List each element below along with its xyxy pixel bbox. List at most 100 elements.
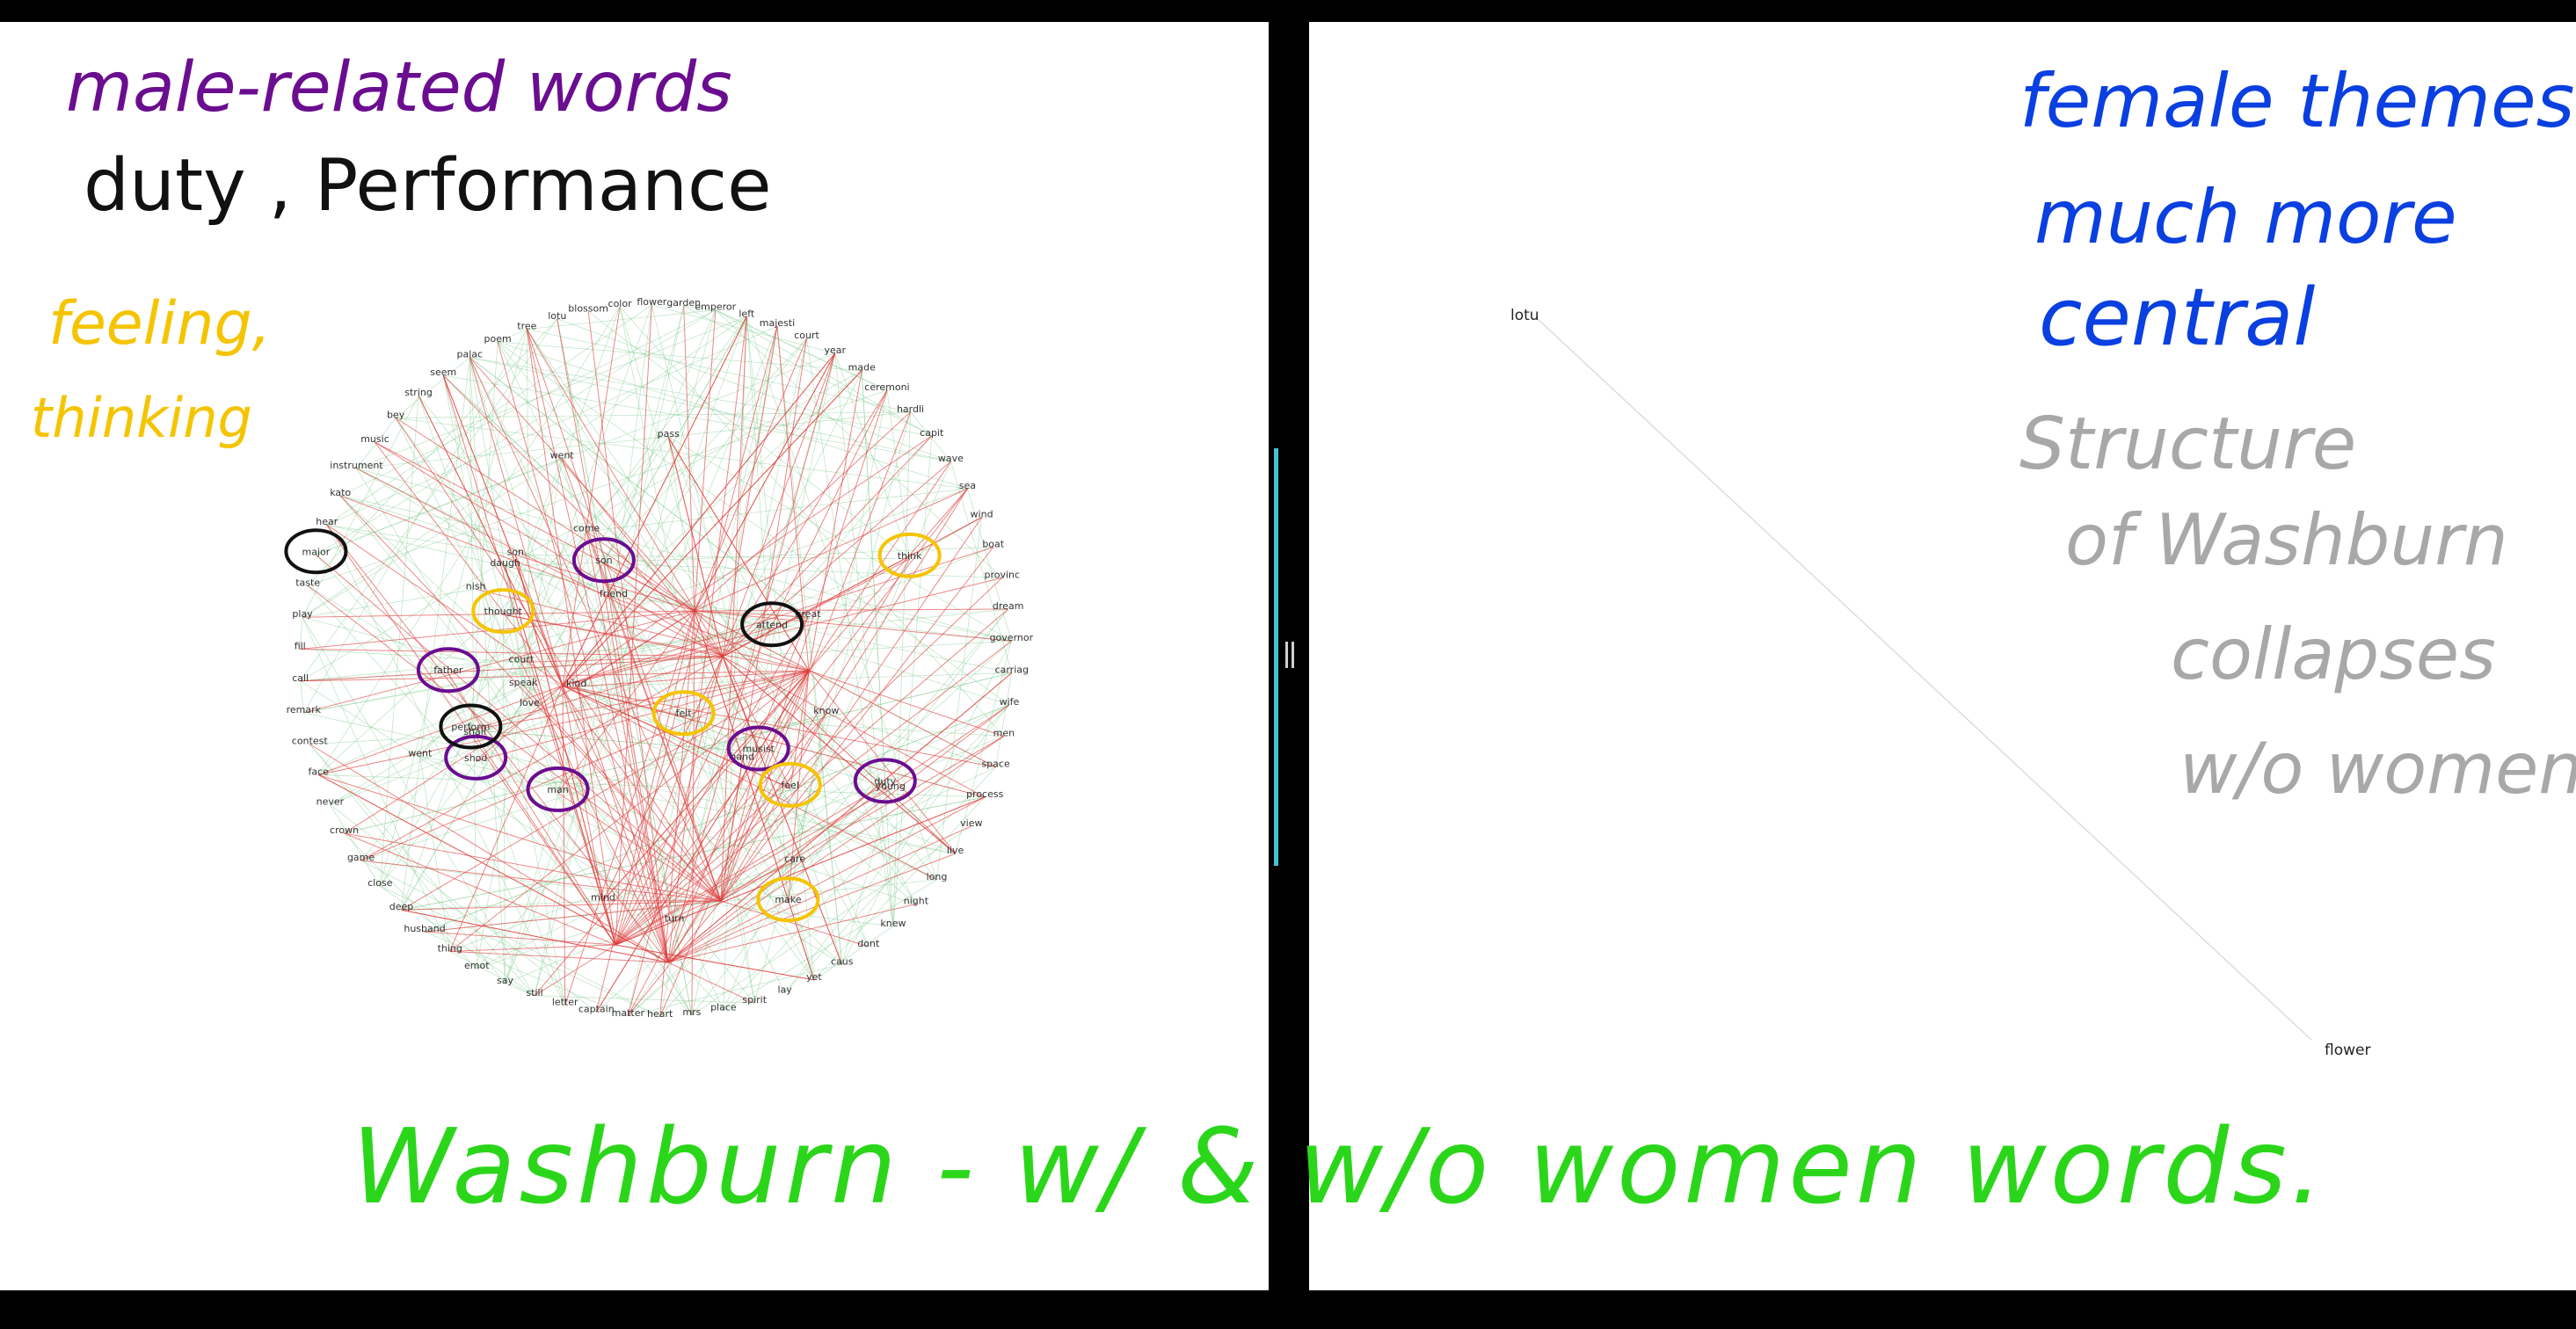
edge-green [723,704,1010,1011]
divider-accent-bar[interactable] [1274,448,1278,866]
edge-red [316,554,722,902]
edge-green [469,357,785,993]
edge-green [302,329,528,714]
edge-red [627,900,722,1017]
node-label: live [947,845,964,856]
node-label: space [981,759,1010,770]
node-label: shall [463,726,486,737]
node-label: carriag [995,664,1029,676]
edge-green [784,704,1010,993]
node-label: father [433,664,463,676]
node-label: provinc [984,569,1020,580]
node-label: thing [438,942,462,954]
node-label: made [848,362,876,374]
edge-red [776,326,810,672]
edge-green [515,554,910,560]
node-label: kind [566,678,586,689]
edge-red [401,670,810,911]
edge-red [694,610,956,854]
edge-green [505,565,1012,673]
edge-red [667,962,755,1004]
edge-red [561,458,724,657]
node-label: pass [658,428,680,439]
edge-red [720,338,808,902]
annotation-much-more: much more [2034,174,2457,260]
circle-annotation [756,876,820,923]
edge-green [505,566,524,686]
edge-red [529,685,564,707]
edge-red [615,616,809,946]
edge-green [469,342,498,730]
edge-red [667,704,1010,963]
edge-green [318,531,587,775]
edge-red [722,656,956,854]
edge-red [557,792,722,902]
edge-green [673,326,778,922]
node-label: kato [330,487,351,498]
edge-red [615,389,888,946]
edge-red [375,441,724,657]
edge-red [808,488,968,672]
edge-red [526,329,724,657]
divider-grip-icon[interactable] [1285,642,1296,668]
edge-green [340,309,716,497]
edge-red [534,944,616,997]
edge-red [720,704,1010,902]
edge-green [667,436,917,904]
edge-red [683,670,810,717]
edge-red [586,530,695,612]
edge-red [449,950,669,963]
edge-red [562,685,566,1006]
node-label: turn [665,912,685,924]
edge-red [615,796,986,946]
edge-green [527,329,911,413]
edge-green [469,566,506,730]
edge-green [379,396,419,887]
node-label: felt [676,708,693,719]
node-label: thought [484,606,523,617]
edge-green [886,389,911,559]
edge-red [520,662,669,963]
node-label: matter [612,1007,645,1019]
edge-red [505,565,616,946]
node-label: call [292,672,309,684]
node-label: shod [464,752,487,764]
edge-green [309,734,476,745]
edge-red [808,670,1005,737]
circle-annotation [526,766,590,813]
edge-green [477,861,796,970]
edge-red [615,488,968,946]
circle-annotation [571,537,636,584]
edge-green [603,563,1002,578]
edge-green [557,318,951,462]
edge-green [470,730,842,965]
edge-green [307,585,693,1016]
edge-green [557,306,685,794]
circle-annotation [740,601,804,648]
edge-green [603,309,717,564]
node-label: sea [959,480,976,491]
edge-red [694,608,1008,612]
edge-red [615,304,652,946]
node-label: care [784,853,805,864]
node-label: lotu [548,310,566,322]
edge-green [505,370,862,567]
edge-green [683,715,1004,737]
edge-green [469,357,951,462]
edge-green [470,730,759,752]
edge-red [309,744,669,963]
node-label: think [898,550,922,562]
edge-red [587,311,669,963]
node-label: flower [637,296,666,308]
edge-green [505,316,747,984]
node-label: friend [600,588,628,599]
edge-red [720,736,1005,902]
edge-green [340,495,1012,642]
node-label: captain [579,1003,615,1014]
edge-red [667,853,956,963]
node-label: play [292,608,313,620]
edge-red [448,672,616,946]
node-label: speak [509,677,538,688]
edge-red [694,610,996,768]
edge-green [520,627,773,663]
